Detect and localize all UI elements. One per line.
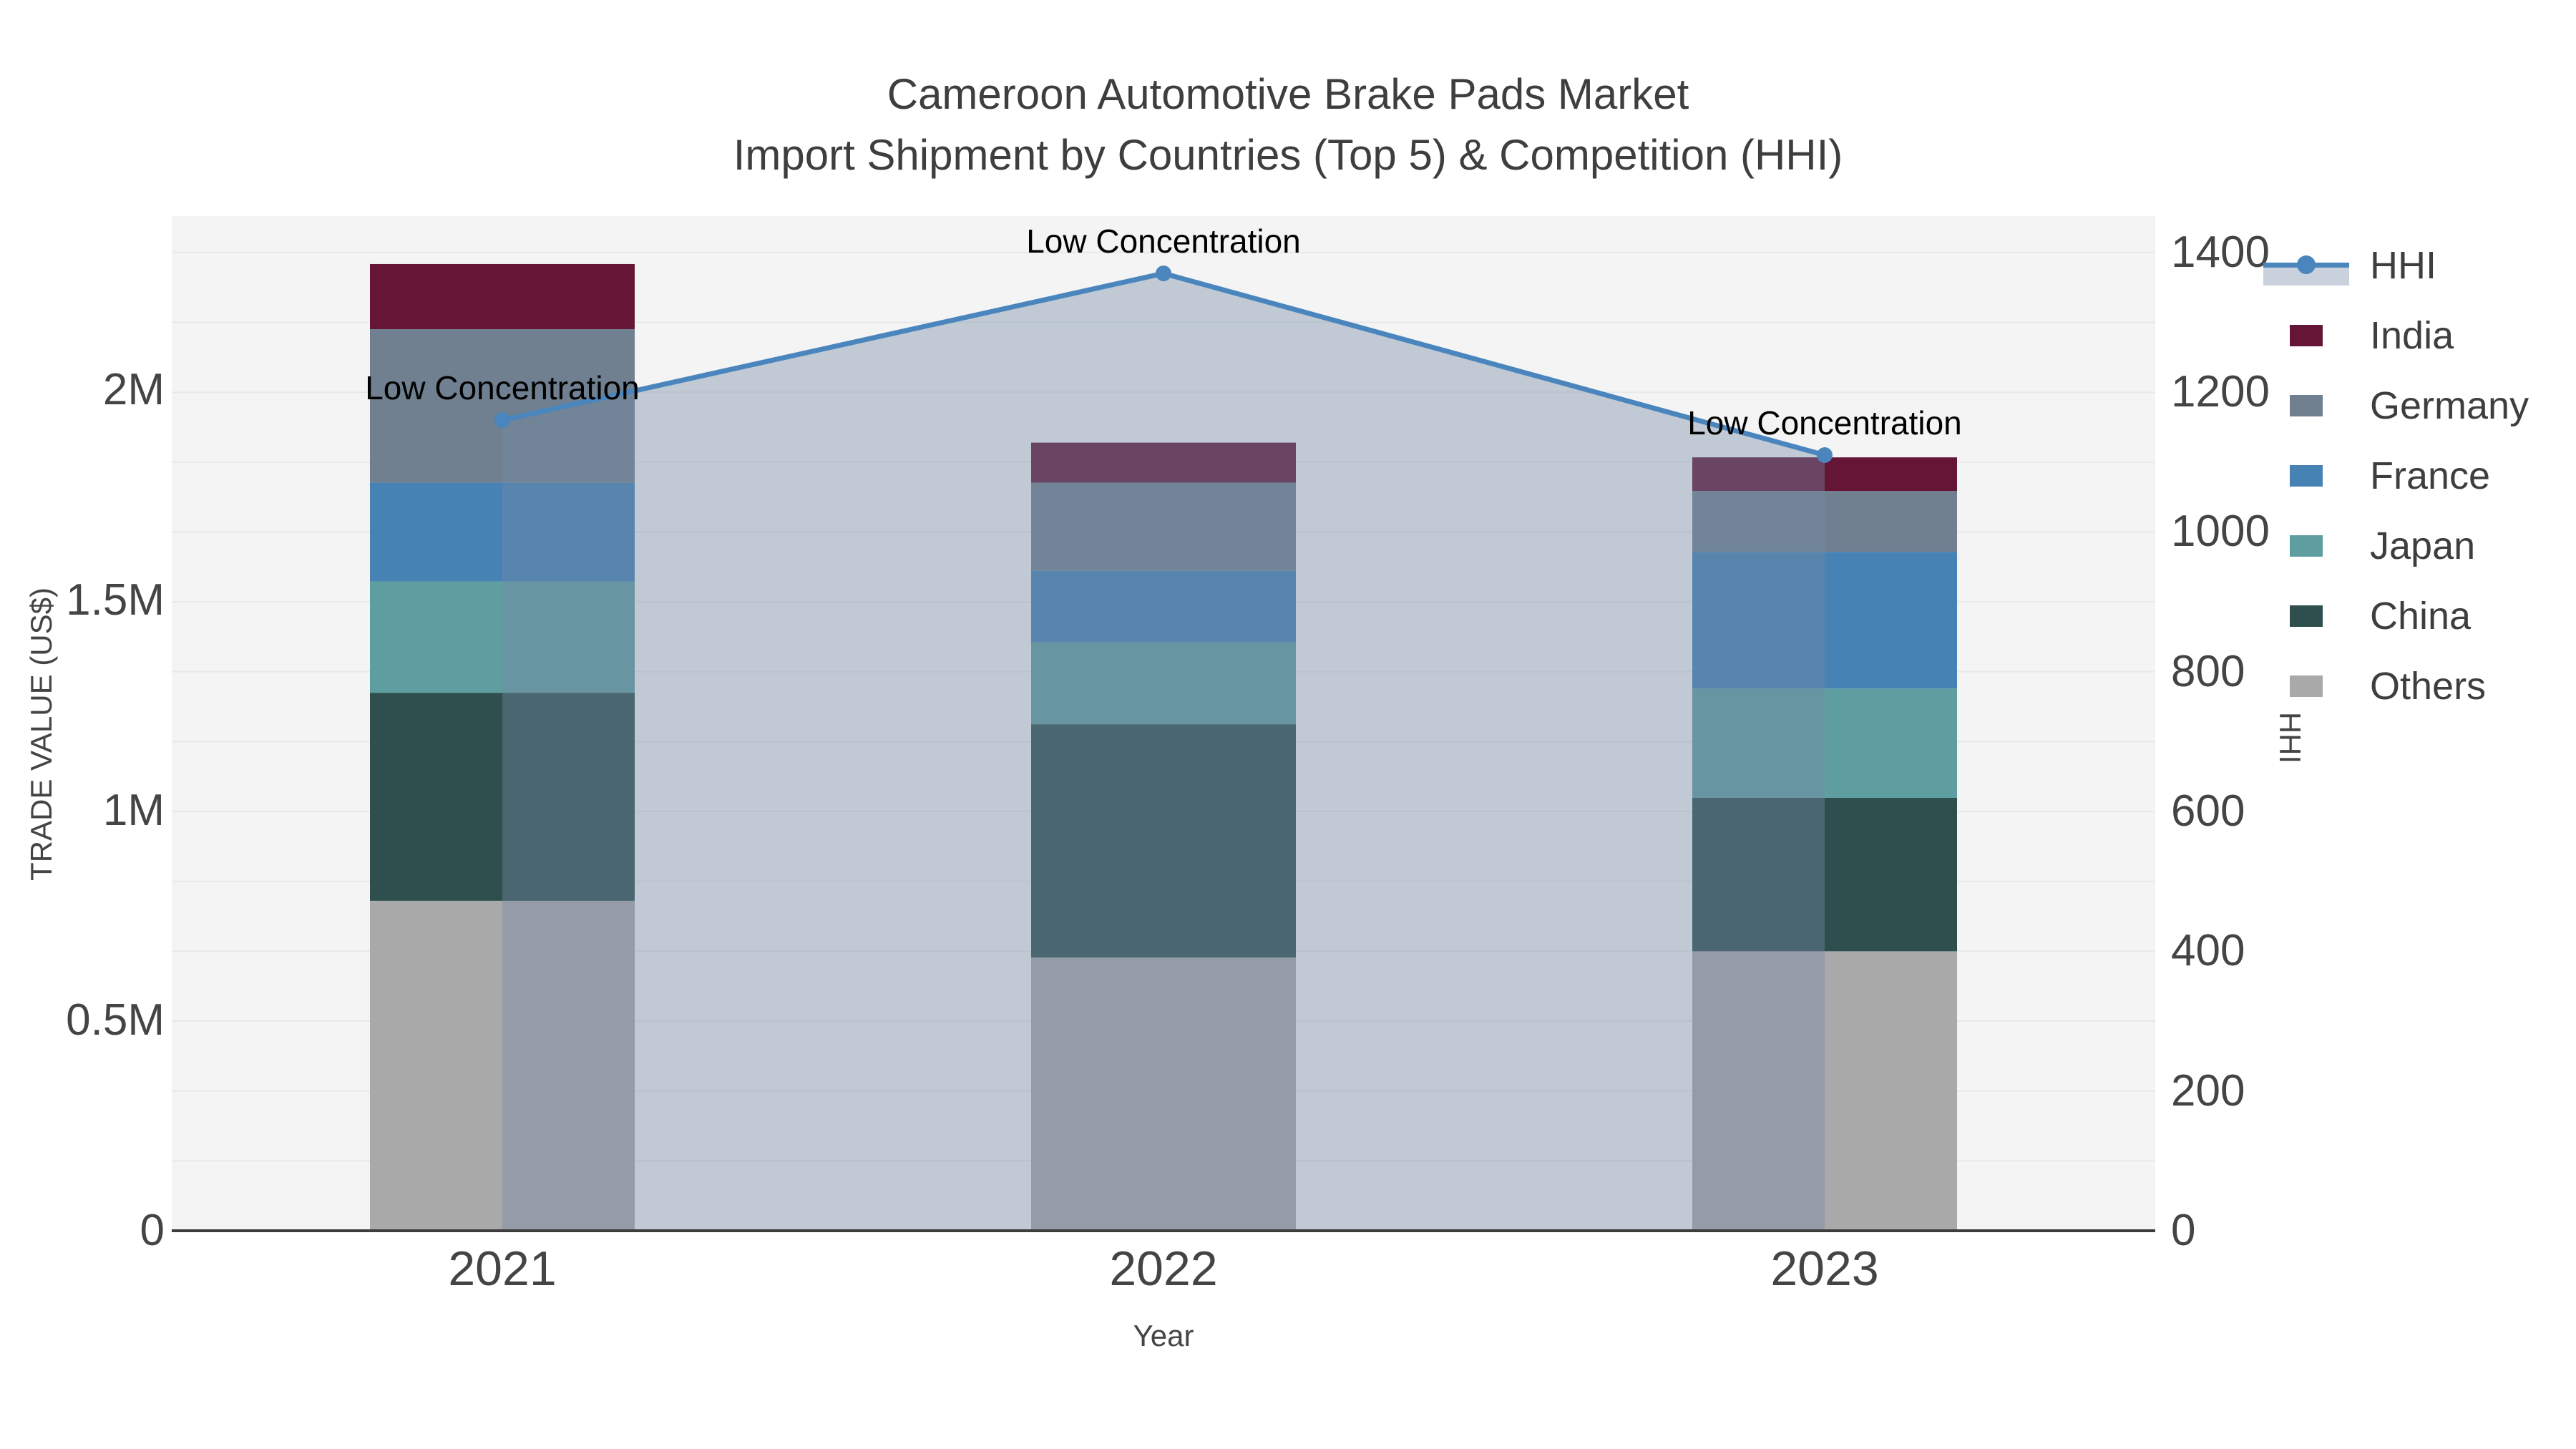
legend-swatch-france-icon: [2261, 455, 2351, 497]
legend: HHI India Germany France Japan China Others: [2261, 245, 2529, 707]
color-box-icon: [2290, 605, 2323, 627]
legend-item-india[interactable]: India: [2261, 315, 2529, 356]
color-box-icon: [2290, 535, 2323, 557]
bar-segment-japan-2021[interactable]: [370, 581, 635, 693]
bar-segment-germany-2021[interactable]: [370, 329, 635, 483]
legend-label: HHI: [2370, 244, 2436, 287]
legend-label: Japan: [2370, 525, 2476, 567]
bar-segment-china-2021[interactable]: [370, 693, 635, 901]
hhi-marker-2021[interactable]: [494, 412, 510, 429]
bar-segment-france-2021[interactable]: [370, 482, 635, 582]
bar-segment-india-2023[interactable]: [1692, 457, 1957, 492]
legend-swatch-india-icon: [2261, 315, 2351, 356]
legend-item-germany[interactable]: Germany: [2261, 385, 2529, 426]
legend-swatch-japan-icon: [2261, 525, 2351, 567]
legend-swatch-china-icon: [2261, 595, 2351, 637]
bar-segment-india-2022[interactable]: [1031, 442, 1296, 483]
color-box-icon: [2290, 325, 2323, 346]
bar-segment-others-2022[interactable]: [1031, 957, 1296, 1231]
bar-segment-india-2021[interactable]: [370, 263, 635, 330]
bar-segment-china-2022[interactable]: [1031, 724, 1296, 958]
color-box-icon: [2290, 675, 2323, 697]
hhi-line-swatch-icon: [2261, 245, 2351, 286]
legend-label: France: [2370, 454, 2491, 497]
legend-label: Others: [2370, 665, 2487, 708]
hhi-marker-2022[interactable]: [1156, 265, 1171, 282]
legend-item-japan[interactable]: Japan: [2261, 525, 2529, 567]
legend-item-others[interactable]: Others: [2261, 665, 2529, 707]
legend-label: Germany: [2370, 384, 2529, 427]
bar-segment-others-2021[interactable]: [370, 900, 635, 1231]
hhi-area-fill: [502, 273, 1825, 1231]
legend-item-china[interactable]: China: [2261, 595, 2529, 637]
bar-segment-japan-2022[interactable]: [1031, 642, 1296, 725]
bar-segment-others-2023[interactable]: [1692, 951, 1957, 1231]
legend-label: China: [2370, 595, 2472, 638]
hhi-marker-2023[interactable]: [1817, 447, 1833, 463]
bar-segment-japan-2023[interactable]: [1692, 688, 1957, 798]
legend-swatch-germany-icon: [2261, 385, 2351, 426]
hhi-marker-icon: [2297, 255, 2316, 274]
bar-segment-china-2023[interactable]: [1692, 797, 1957, 952]
bar-segment-france-2023[interactable]: [1692, 552, 1957, 689]
color-box-icon: [2290, 465, 2323, 487]
bar-segment-france-2022[interactable]: [1031, 570, 1296, 643]
legend-swatch-others-icon: [2261, 665, 2351, 707]
legend-item-france[interactable]: France: [2261, 455, 2529, 497]
bar-segment-germany-2022[interactable]: [1031, 482, 1296, 571]
color-box-icon: [2290, 395, 2323, 416]
legend-label: India: [2370, 314, 2454, 357]
bar-segment-germany-2023[interactable]: [1692, 491, 1957, 552]
legend-item-hhi[interactable]: HHI: [2261, 245, 2529, 286]
